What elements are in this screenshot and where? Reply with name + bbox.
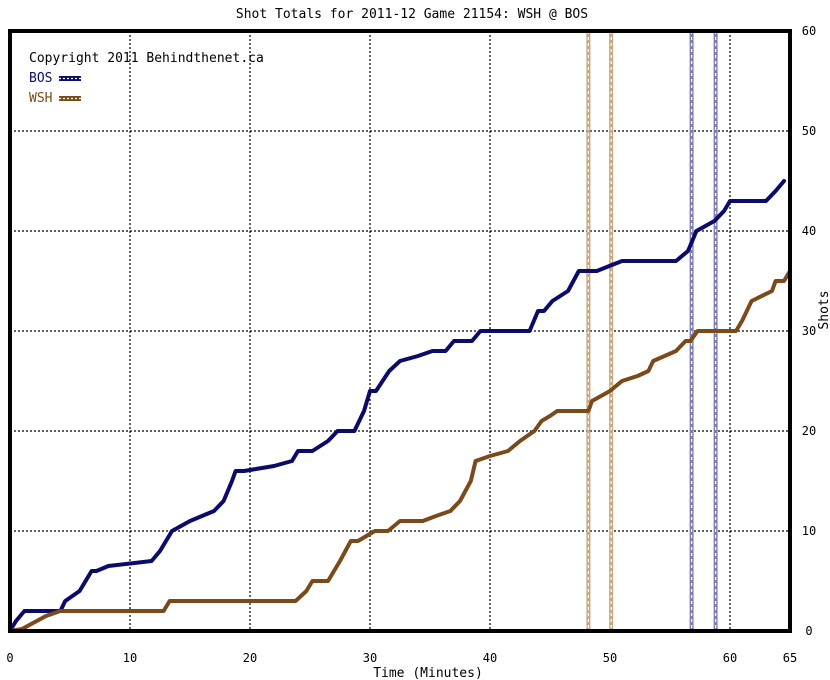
- legend-label-wsh: WSH: [29, 91, 52, 106]
- grid: [10, 31, 790, 631]
- series-line-bos: [8, 179, 786, 633]
- legend-swatch-bos: [59, 76, 81, 81]
- plot-frame: [8, 29, 792, 633]
- y-tick-labels: 0 10 20 30 40 50 60: [802, 24, 816, 638]
- chart-title: Shot Totals for 2011-12 Game 21154: WSH …: [236, 7, 588, 22]
- x-axis-label: Time (Minutes): [373, 666, 483, 680]
- y-axis-label: Shots: [817, 290, 830, 329]
- y-tick-label: 60: [802, 24, 816, 38]
- x-tick-label: 0: [6, 651, 13, 665]
- series-lines: [8, 179, 792, 633]
- x-tick-label: 30: [363, 651, 377, 665]
- copyright-text: Copyright 2011 Behindthenet.ca: [29, 51, 264, 66]
- x-tick-label: 20: [243, 651, 257, 665]
- x-tick-labels: 0 10 20 30 40 50 60 65: [6, 651, 797, 665]
- y-tick-label: 10: [802, 524, 816, 538]
- legend-swatch-wsh: [59, 96, 81, 101]
- x-tick-label: 10: [123, 651, 137, 665]
- y-tick-label: 20: [802, 424, 816, 438]
- y-tick-label: 50: [802, 124, 816, 138]
- series-line-wsh: [8, 269, 792, 633]
- x-tick-label: 60: [723, 651, 737, 665]
- y-tick-label: 0: [805, 624, 812, 638]
- x-tick-label: 40: [483, 651, 497, 665]
- legend: BOS WSH: [29, 71, 81, 106]
- x-tick-label: 50: [603, 651, 617, 665]
- x-tick-label: 65: [783, 651, 797, 665]
- legend-label-bos: BOS: [29, 71, 52, 86]
- y-tick-label: 40: [802, 224, 816, 238]
- y-tick-label: 30: [802, 324, 816, 338]
